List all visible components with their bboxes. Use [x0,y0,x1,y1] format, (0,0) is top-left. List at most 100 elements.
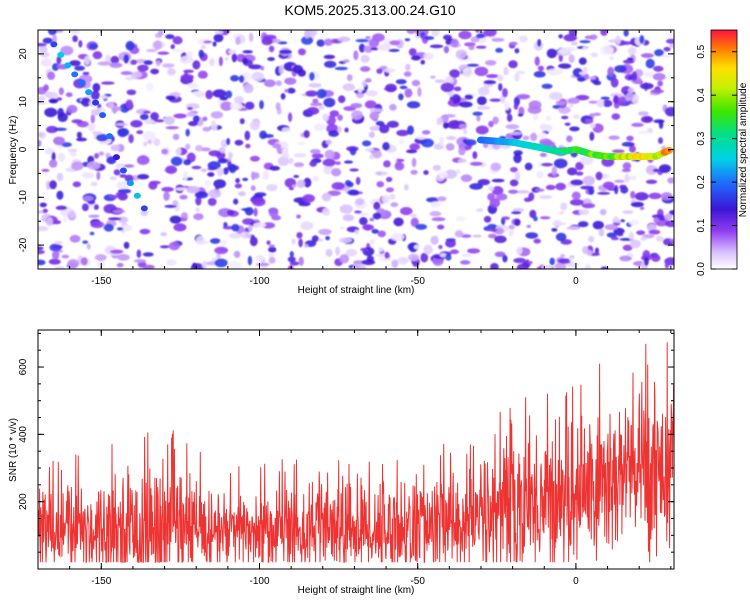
noise-blob [247,255,253,266]
noise-blob [291,184,297,188]
noise-blob [622,59,635,64]
noise-blob [597,191,611,195]
noise-blob [323,54,336,60]
noise-blob [234,139,244,146]
noise-blob [242,177,249,182]
noise-blob [385,83,397,93]
noise-blob [460,174,473,182]
noise-blob [68,210,76,219]
noise-blob [439,136,444,146]
noise-blob [350,103,363,109]
noise-blob [42,197,49,201]
noise-blob [193,213,204,221]
noise-blob [607,66,615,77]
noise-blob [183,69,194,73]
noise-blob [70,151,77,157]
noise-blob [596,99,605,108]
noise-blob [526,224,532,228]
noise-blob [216,167,224,177]
noise-blob [522,135,530,141]
noise-blob [136,155,150,166]
noise-blob [89,231,95,236]
noise-blob [665,38,674,44]
noise-blob [239,118,245,125]
noise-blob [668,210,674,216]
noise-blob [423,52,434,60]
noise-blob [408,48,417,56]
noise-blob [300,221,314,231]
noise-blob [41,168,50,173]
noise-blob [553,222,567,226]
noise-blob [165,34,175,40]
noise-blob [381,195,390,204]
noise-blob [222,167,229,175]
noise-blob [582,175,596,186]
noise-blob [614,184,619,195]
noise-blob [558,258,572,264]
noise-blob [304,30,311,39]
noise-blob [474,66,489,77]
noise-blob [515,70,526,75]
noise-blob [430,201,442,208]
feature-blob [126,180,134,187]
noise-blob [630,190,636,199]
noise-blob [195,196,202,206]
noise-blob [364,100,377,109]
noise-blob [47,30,58,36]
noise-blob [87,123,96,131]
noise-blob [143,141,148,147]
noise-blob [664,106,674,117]
noise-blob [476,208,484,212]
noise-blob [616,232,624,237]
noise-blob [630,201,644,208]
noise-blob [115,122,129,126]
noise-blob [346,181,354,188]
noise-blob [602,181,615,190]
noise-blob [621,168,631,173]
noise-blob [38,259,46,266]
noise-blob [242,50,253,54]
noise-blob [665,220,674,228]
noise-blob [508,224,515,230]
noise-blob [86,243,91,250]
noise-blob [253,207,258,217]
noise-blob [71,161,84,171]
noise-blob [268,246,277,253]
noise-blob [558,47,569,55]
noise-blob [553,158,568,169]
noise-blob [486,228,498,232]
noise-blob [130,119,143,128]
noise-blob [369,239,375,245]
noise-blob [518,35,528,43]
noise-blob [57,152,66,163]
noise-blob [346,74,353,82]
noise-blob [405,149,418,154]
noise-blob [117,128,130,137]
noise-blob [248,64,263,70]
noise-blob [436,224,445,230]
noise-blob [370,47,379,51]
noise-blob [569,126,580,132]
noise-blob [477,86,490,96]
noise-blob [371,150,382,159]
noise-blob [537,132,548,139]
noise-blob [615,35,621,45]
noise-blob [355,197,365,206]
noise-blob [195,207,200,213]
noise-blob [273,38,282,43]
noise-blob [311,153,324,159]
noise-blob [640,115,654,124]
noise-blob [400,206,413,216]
noise-blob [185,128,190,137]
noise-blob [277,156,290,167]
x-tick-label: -50 [410,576,425,587]
noise-blob [255,262,270,267]
noise-blob [45,216,53,227]
noise-blob [421,138,434,148]
noise-blob [228,49,237,54]
noise-blob [183,159,192,166]
noise-blob [195,235,205,245]
noise-blob [588,187,595,195]
